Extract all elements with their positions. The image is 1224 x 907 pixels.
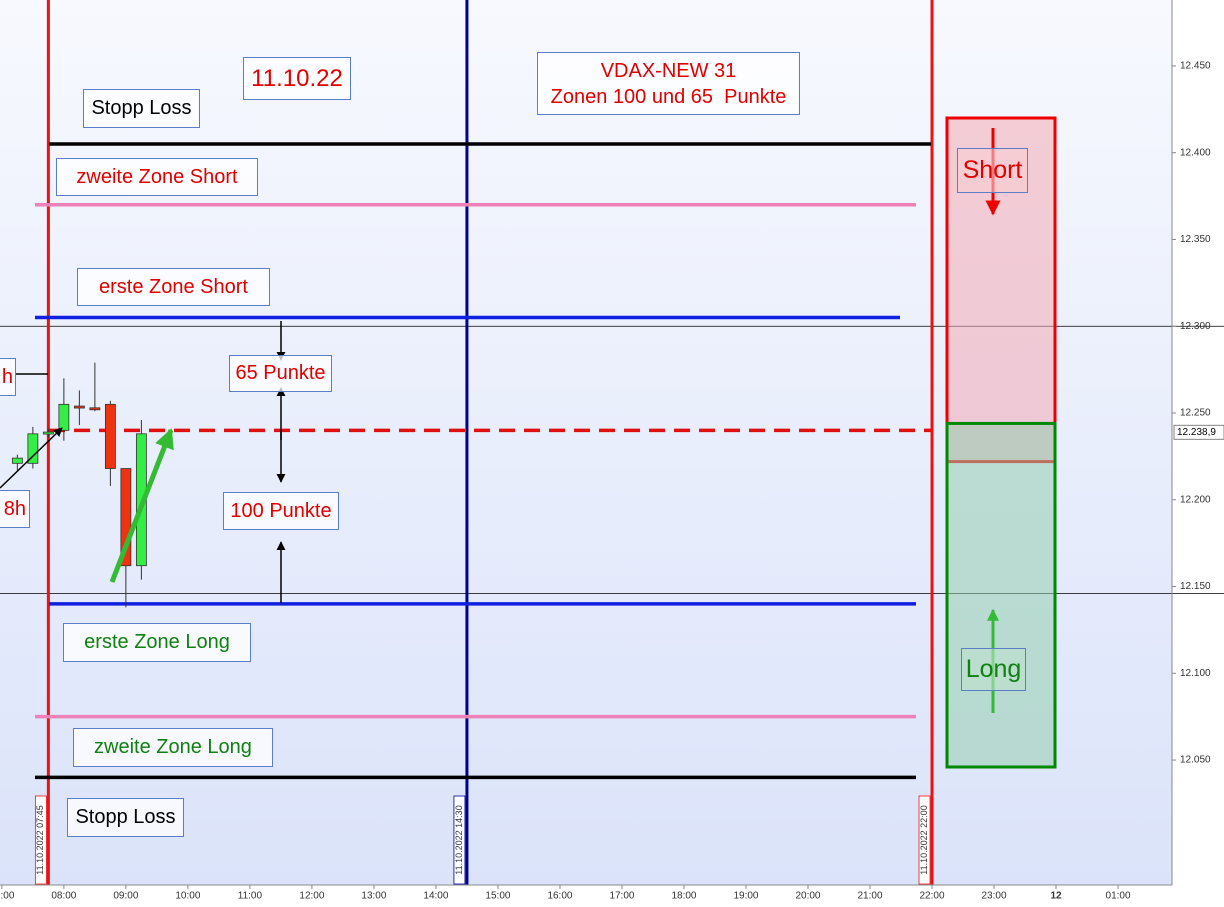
axis-panel xyxy=(0,885,1172,907)
candle-body xyxy=(11,457,23,464)
label: 100 Punkte xyxy=(223,492,339,530)
x-tick-label: 08:00 xyxy=(51,891,76,902)
label: Stopp Loss xyxy=(83,89,200,128)
zone xyxy=(945,421,1057,769)
date-label: 11.10.2022 07:45 xyxy=(35,805,45,874)
label: erste Zone Long xyxy=(63,623,251,662)
date-label-box xyxy=(34,795,47,885)
axis-panel xyxy=(1172,0,1224,907)
x-tick-label: 09:00 xyxy=(113,891,138,902)
label: zweite Zone Long xyxy=(73,728,273,767)
y-tick-label: 12.250 xyxy=(1180,408,1211,419)
x-tick-label: 20:00 xyxy=(795,891,820,902)
x-tick-label: 22:00 xyxy=(920,891,945,902)
y-tick-label: 12.150 xyxy=(1180,581,1211,592)
date-label-box xyxy=(918,795,931,885)
x-tick-label: 21:00 xyxy=(857,891,882,902)
label: 65 Punkte xyxy=(229,355,332,392)
x-tick-label: 07:00 xyxy=(0,891,15,902)
zone-label: Long xyxy=(961,648,1026,691)
y-tick-label: 12.350 xyxy=(1180,234,1211,245)
y-tick-label: 12.050 xyxy=(1180,755,1211,766)
x-tick-label: 14:00 xyxy=(423,891,448,902)
date-label: 11.10.2022 14:30 xyxy=(454,805,464,874)
candle-body xyxy=(42,431,54,435)
x-tick-label: 18:00 xyxy=(671,891,696,902)
x-tick-label: 12 xyxy=(1050,891,1062,902)
label: erste Zone Short xyxy=(77,268,270,306)
x-tick-label: 17:00 xyxy=(609,891,634,902)
x-tick-label: 23:00 xyxy=(982,891,1007,902)
y-tick-label: 12.200 xyxy=(1180,494,1211,505)
date-label: 11.10.22 xyxy=(243,57,351,100)
y-tick-label: 12.300 xyxy=(1180,321,1211,332)
y-tick-label: 12.400 xyxy=(1180,147,1211,158)
candle-body xyxy=(73,405,85,409)
candle-body xyxy=(58,403,70,431)
label: 8h xyxy=(0,490,30,528)
last-price-label: 12.238,9 xyxy=(1177,427,1216,438)
date-label: 11.10.2022 22:00 xyxy=(919,805,929,874)
x-tick-label: 13:00 xyxy=(361,891,386,902)
label: zweite Zone Short xyxy=(56,158,258,196)
date-label-box xyxy=(453,795,466,885)
x-tick-label: 16:00 xyxy=(547,891,572,902)
candle-body xyxy=(89,407,101,411)
x-tick-label: 01:00 xyxy=(1106,891,1131,902)
candle-body xyxy=(27,433,39,464)
y-tick-label: 12.100 xyxy=(1180,668,1211,679)
candle-body xyxy=(104,403,116,469)
x-tick-label: 12:00 xyxy=(299,891,324,902)
info-line: Zonen 100 und 65 Punkte xyxy=(550,85,787,108)
y-tick-label: 12.450 xyxy=(1180,61,1211,72)
x-tick-label: 19:00 xyxy=(733,891,758,902)
label: h xyxy=(0,358,16,396)
x-tick-label: 11:00 xyxy=(238,891,263,902)
zone-label: Short xyxy=(957,148,1028,193)
label: Stopp Loss xyxy=(67,798,184,837)
x-tick-label: 15:00 xyxy=(485,891,510,902)
last-price-box xyxy=(1173,424,1224,440)
info-box: VDAX-NEW 31 Zonen 100 und 65 Punkte xyxy=(537,52,800,115)
info-line: VDAX-NEW 31 xyxy=(600,59,737,82)
candle-body xyxy=(120,468,132,567)
x-tick-label: 10:00 xyxy=(175,891,200,902)
